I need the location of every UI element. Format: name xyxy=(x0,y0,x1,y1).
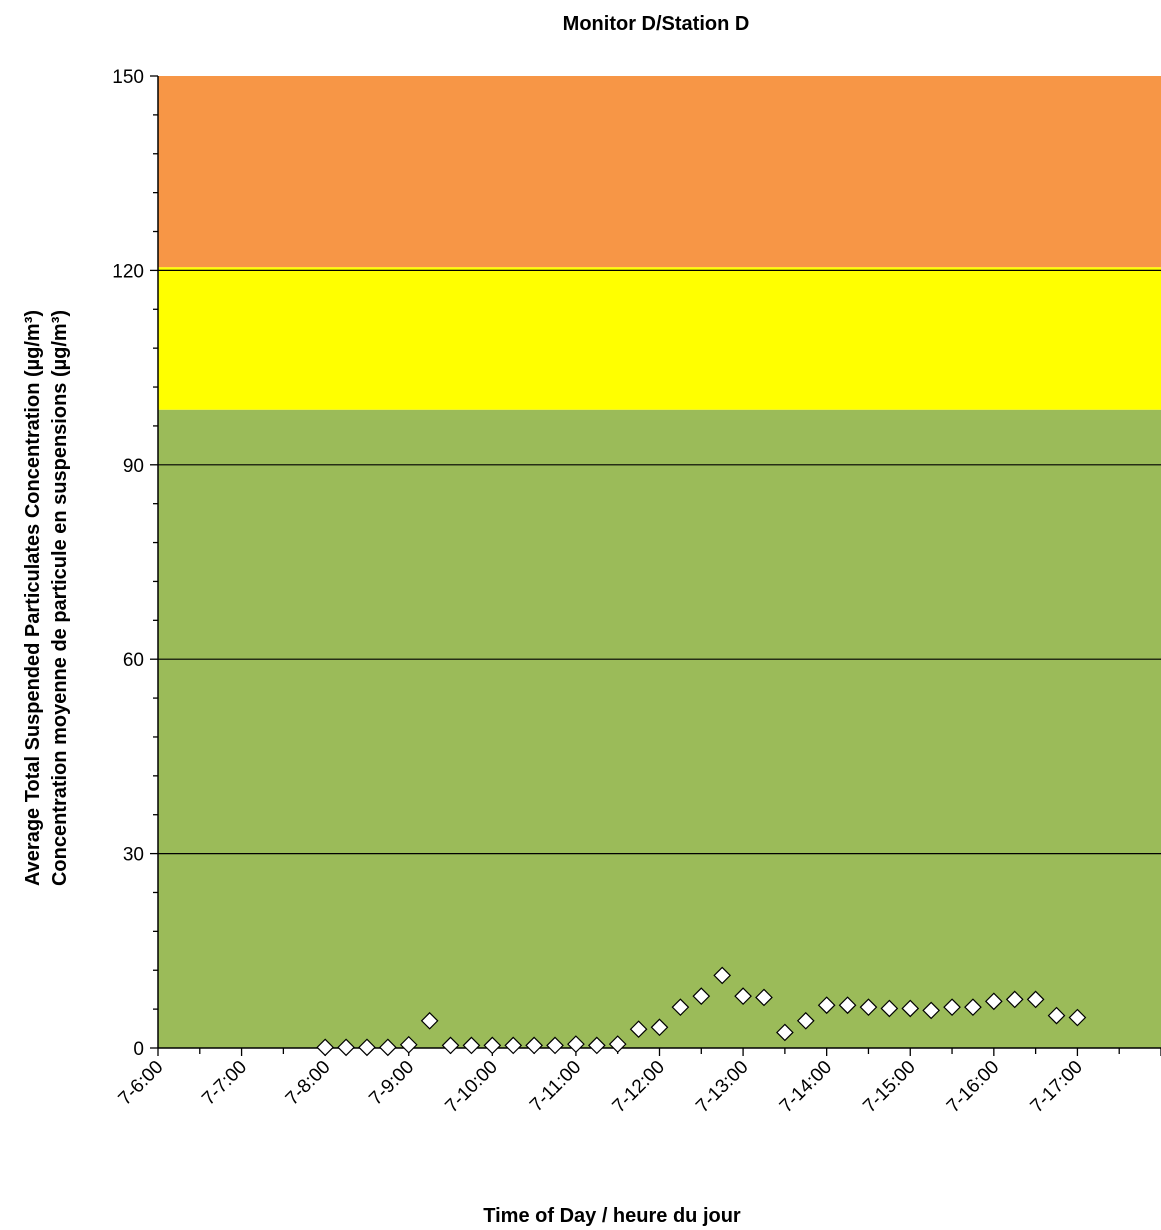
data-point xyxy=(504,1036,523,1055)
data-point xyxy=(901,999,920,1018)
x-tick-label: 7-12:00 xyxy=(609,1057,669,1117)
data-point xyxy=(838,996,857,1015)
data-point xyxy=(650,1018,669,1037)
x-axis-ticks: 7-6:00 7-7:00 7-8:00 7-9:00 7-10:00 7-11:00 7-… xyxy=(115,1048,1161,1117)
y-tick-label: 150 xyxy=(112,67,144,88)
data-point xyxy=(483,1036,502,1055)
data-point xyxy=(880,999,899,1018)
x-tick-label: 7-13:00 xyxy=(692,1057,752,1117)
data-point xyxy=(755,988,773,1007)
data-point xyxy=(316,1038,335,1057)
x-tick-label: 7-6:00 xyxy=(115,1057,168,1110)
data-point xyxy=(692,987,711,1006)
x-tick-label: 7-9:00 xyxy=(365,1057,418,1110)
data-point xyxy=(567,1035,585,1053)
data-point xyxy=(358,1038,376,1057)
data-point xyxy=(587,1036,606,1055)
data-point xyxy=(379,1038,397,1057)
data-point xyxy=(1026,990,1045,1009)
x-tick-label: 7-14:00 xyxy=(776,1057,836,1117)
y-tick-label: 120 xyxy=(112,261,144,282)
x-tick-label: 7-11:00 xyxy=(526,1057,585,1116)
y-tick-label: 30 xyxy=(123,845,144,866)
data-point xyxy=(608,1035,627,1053)
data-point xyxy=(796,1011,815,1030)
data-point xyxy=(1068,1008,1087,1027)
data-point xyxy=(462,1036,481,1055)
y-tick-label: 60 xyxy=(123,650,144,671)
data-point xyxy=(776,1023,794,1042)
data-point xyxy=(629,1020,648,1039)
data-point xyxy=(1005,990,1024,1009)
data-point xyxy=(943,998,961,1017)
data-point xyxy=(671,998,690,1017)
gridlines xyxy=(158,269,1161,855)
y-tick-label: 90 xyxy=(123,456,144,477)
band-0 xyxy=(158,409,1161,1049)
data-point xyxy=(817,996,836,1015)
x-tick-label: 7-17:00 xyxy=(1027,1057,1087,1117)
chart-title: Monitor D/Station D xyxy=(563,13,750,35)
y-tick-label: 0 xyxy=(133,1039,144,1060)
x-tick-label: 7-10:00 xyxy=(441,1057,501,1117)
x-tick-label: 7-7:00 xyxy=(198,1057,251,1110)
data-point xyxy=(713,966,732,985)
data-point xyxy=(420,1011,439,1030)
x-tick-label: 7-8:00 xyxy=(282,1057,335,1110)
x-axis-title: Time of Day / heure du jour xyxy=(483,1205,741,1227)
data-point xyxy=(964,998,982,1017)
threshold-bands xyxy=(158,76,1161,1049)
data-point xyxy=(984,992,1003,1011)
y-axis-ticks: 0 30 60 90 120 150 xyxy=(112,67,158,1060)
y-axis-title-line2: Concentration moyenne de particule en su… xyxy=(49,310,71,886)
data-points xyxy=(316,966,1087,1057)
data-point xyxy=(922,1001,940,1020)
data-point xyxy=(441,1036,460,1055)
data-point xyxy=(734,987,752,1006)
band-1 xyxy=(158,267,1161,410)
data-point xyxy=(337,1038,355,1057)
x-tick-label: 7-16:00 xyxy=(943,1057,1003,1117)
data-point xyxy=(859,998,878,1017)
data-point xyxy=(525,1036,543,1055)
data-point xyxy=(546,1036,564,1055)
band-2 xyxy=(158,76,1161,268)
x-tick-label: 7-15:00 xyxy=(859,1057,919,1117)
data-point xyxy=(399,1035,418,1054)
data-point xyxy=(1047,1006,1066,1025)
y-axis-title-line1: Average Total Suspended Particulates Con… xyxy=(22,310,44,886)
